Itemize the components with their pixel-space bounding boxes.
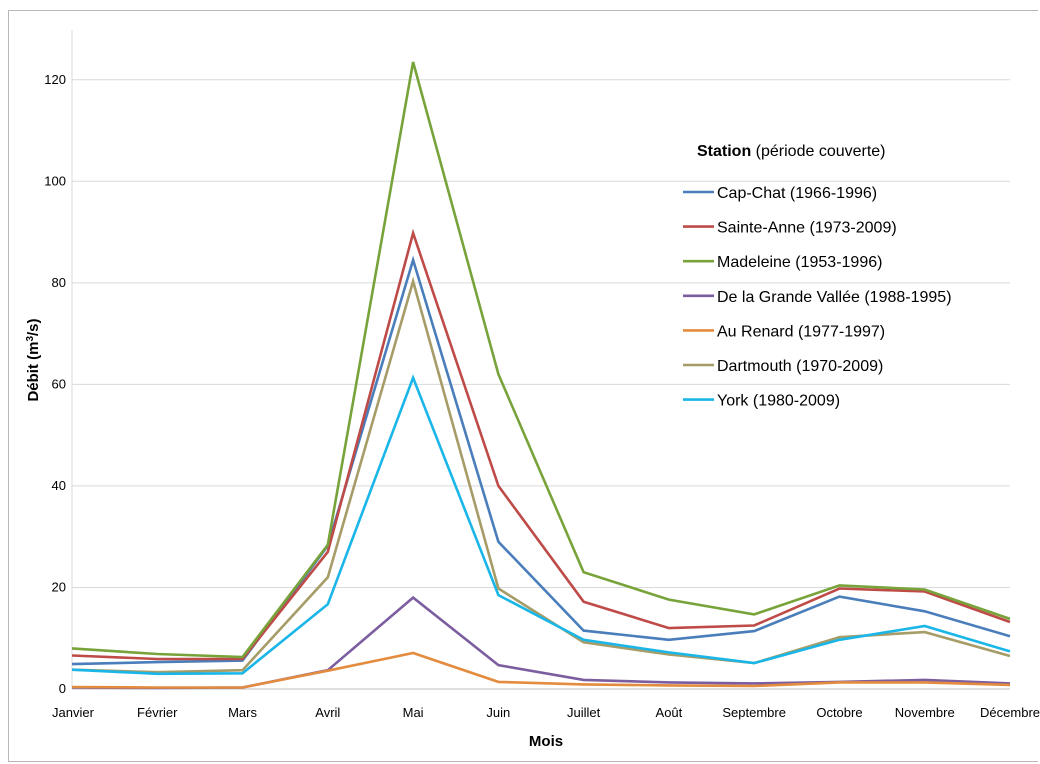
y-tick-labels: 0 20 40 60 80 100 120 [44, 72, 66, 696]
y-axis-title-main: Débit (m [25, 342, 42, 402]
x-tick-label-1: Février [137, 705, 178, 720]
series-line-6 [71, 374, 1011, 676]
legend-label-0: Cap-Chat (1966-1996) [717, 185, 877, 202]
legend-label-4: Au Renard (1977-1997) [717, 323, 885, 340]
y-tick-label-20: 20 [52, 579, 66, 594]
x-tick-labels: Janvier Février Mars Avril Mai Juin Juillet Aoû… [52, 705, 1040, 720]
legend-label-5: Dartmouth (1970-2009) [717, 358, 883, 375]
legend-label-2: Madeleine (1953-1996) [717, 254, 882, 271]
series-line-2 [71, 61, 1011, 659]
legend-title: Station (période couverte) [697, 143, 886, 160]
x-tick-label-3: Avril [315, 705, 340, 720]
y-tick-label-80: 80 [52, 275, 66, 290]
legend: Station (période couverte) Cap-Chat (196… [683, 143, 952, 410]
y-tick-label-100: 100 [44, 173, 66, 188]
y-tick-label-120: 120 [44, 72, 66, 87]
x-tick-label-9: Octobre [816, 705, 862, 720]
x-tick-label-4: Mai [403, 705, 424, 720]
legend-label-6: York (1980-2009) [717, 393, 840, 410]
x-tick-label-2: Mars [228, 705, 257, 720]
legend-label-1: Sainte-Anne (1973-2009) [717, 220, 897, 237]
x-tick-label-7: Août [656, 705, 683, 720]
x-tick-label-6: Juillet [567, 705, 601, 720]
x-tick-label-10: Novembre [895, 705, 955, 720]
series-line-0 [71, 255, 1011, 666]
legend-title-rest: (période couverte) [751, 143, 885, 160]
y-tick-label-0: 0 [59, 681, 66, 696]
series-lines [71, 61, 1011, 690]
axes [71, 30, 1010, 690]
y-tick-label-40: 40 [52, 478, 66, 493]
x-tick-label-11: Décembre [980, 705, 1040, 720]
y-axis-title-end: /s) [25, 318, 42, 336]
legend-title-bold: Station [697, 143, 751, 160]
x-axis-title: Mois [529, 733, 563, 750]
x-tick-label-5: Juin [486, 705, 510, 720]
series-line-4 [71, 651, 1011, 689]
x-tick-label-8: Septembre [722, 705, 786, 720]
y-axis-title: Débit (m3/s) [25, 318, 43, 401]
x-tick-label-0: Janvier [52, 705, 95, 720]
series-line-1 [71, 228, 1011, 661]
legend-items: Cap-Chat (1966-1996) Sainte-Anne (1973-20… [683, 185, 952, 410]
legend-label-3: De la Grande Vallée (1988-1995) [717, 289, 952, 306]
y-axis-title-superscript: 3 [25, 336, 36, 342]
y-tick-label-60: 60 [52, 376, 66, 391]
